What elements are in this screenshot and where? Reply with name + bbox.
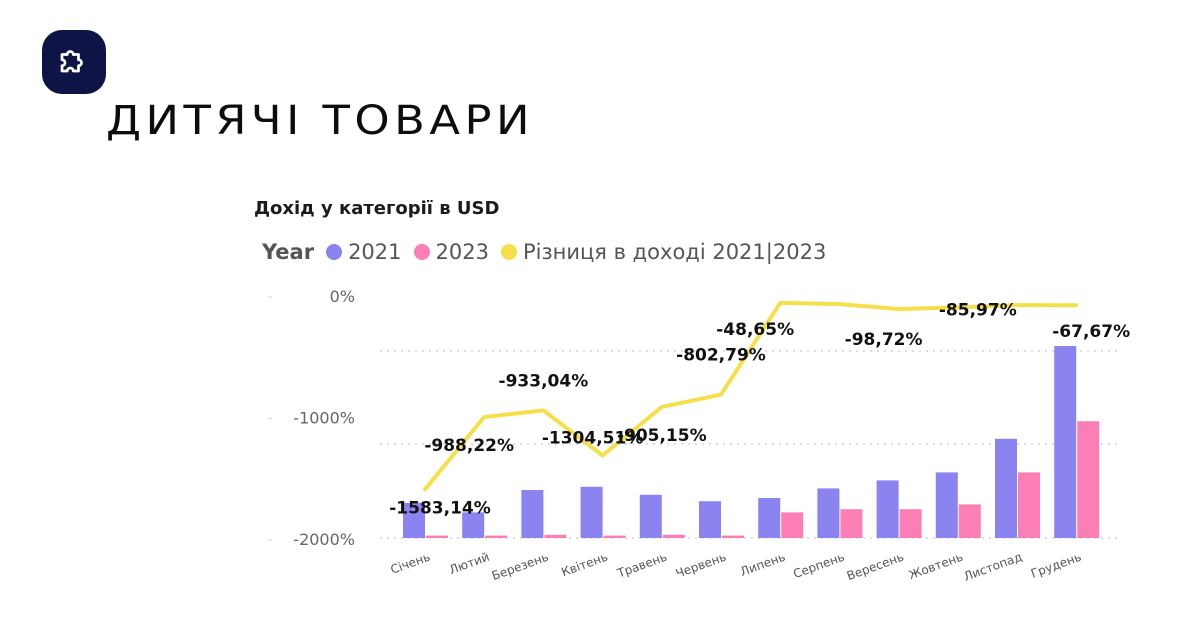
bar-2021[interactable] [758,498,781,538]
legend-label-difference: Різниця в доході 2021|2023 [522,240,827,264]
difference-data-label: -933,04% [499,371,589,391]
bar-2023[interactable] [426,535,448,538]
bar-2023[interactable] [1077,421,1100,538]
x-tick-label: Вересень [845,550,906,584]
bar-2021[interactable] [699,501,721,538]
bar-2021[interactable] [580,486,603,538]
legend-label-2021: 2021 [348,240,402,264]
y-tick-label: -2000% [293,530,355,549]
y-tick-label: 0% [330,287,355,306]
bar-2023[interactable] [899,509,922,538]
bar-2023[interactable] [958,504,981,538]
x-tick-label: Жовтень [907,550,965,583]
legend-dot-difference [500,244,517,260]
bar-2023[interactable] [722,535,744,538]
difference-data-label: -85,97% [939,300,1017,320]
bar-2021[interactable] [876,480,899,538]
x-tick-label: Квітень [560,550,610,580]
difference-data-label: -1583,14% [389,498,491,518]
bar-2023[interactable] [840,509,863,538]
bar-2021[interactable] [935,472,958,538]
legend-item-2023[interactable]: 2023 [413,240,489,264]
difference-data-label: -98,72% [845,330,923,350]
puzzle-icon [60,50,83,73]
bar-2021[interactable] [995,438,1017,538]
bar-2021[interactable] [521,490,544,538]
difference-data-label: -48,65% [716,320,794,340]
bar-2023[interactable] [662,534,685,538]
difference-data-label: -802,79% [676,346,766,366]
bar-2021[interactable] [1054,346,1077,538]
legend-dot-2023 [413,244,430,260]
logo-badge [42,30,106,94]
bar-2023[interactable] [781,512,804,538]
legend-title: Year [262,240,315,264]
x-tick-label: Березень [490,550,551,583]
legend-dot-2021 [326,244,343,260]
x-tick-label: Червень [674,550,728,581]
y-tick-label: -1000% [293,409,355,428]
page-title: ДИТЯЧІ ТОВАРИ [106,98,534,144]
bar-2021[interactable] [817,488,840,538]
difference-data-label: -67,67% [1052,322,1130,342]
chart-legend: Year 2021 2023 Різниця в доході 2021|202… [262,240,830,264]
chart-title: Дохід у категорії в USD [254,198,500,219]
x-tick-label: Грудень [1029,550,1083,581]
bar-2023[interactable] [603,535,626,538]
difference-data-label: -1304,51% [542,428,644,448]
difference-data-label: -988,22% [424,436,514,456]
bar-2021[interactable] [403,502,425,538]
x-tick-label: Листопад [962,550,1024,584]
x-tick-label: Травень [615,550,669,581]
legend-item-2021[interactable]: 2021 [326,240,402,264]
legend-item-difference[interactable]: Різниця в доході 2021|2023 [500,240,827,264]
x-tick-label: Січень [389,550,432,577]
bar-2023[interactable] [485,535,508,538]
bar-2021[interactable] [462,512,485,538]
bar-2021[interactable] [639,494,662,538]
x-tick-label: Серпень [791,550,846,581]
bar-2023[interactable] [1018,472,1040,538]
x-tick-label: Липень [738,550,787,579]
difference-line[interactable] [423,300,1079,492]
legend-label-2023: 2023 [435,240,489,264]
difference-data-label: -905,15% [617,426,707,446]
bar-2023[interactable] [544,534,567,538]
x-tick-label: Лютий [447,550,491,577]
